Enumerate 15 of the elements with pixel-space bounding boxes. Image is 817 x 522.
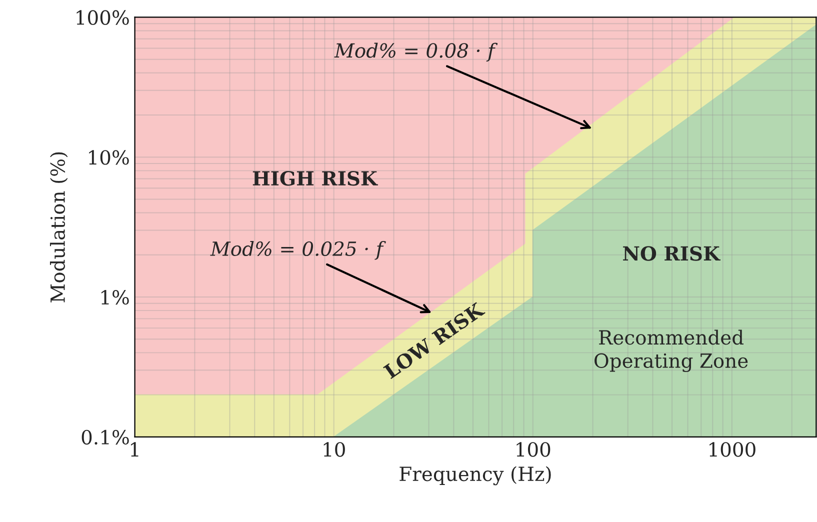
y-tick-label: 1% (101, 290, 129, 305)
annotation: NO RISK (623, 246, 720, 261)
y-tick-label: 10% (89, 150, 129, 165)
y-tick-label: 100% (76, 10, 129, 25)
x-tick-label: 1 (130, 442, 138, 457)
x-axis-title: Frequency (Hz) (400, 466, 551, 486)
y-tick-label: 0.1% (82, 430, 129, 445)
annotation: Mod% = 0.08 · f (334, 42, 498, 62)
annotation: Recommended Operating Zone (594, 330, 748, 372)
x-tick-label: 1000 (710, 442, 756, 457)
y-axis-title: Modulation (%) (50, 152, 68, 302)
band-label: HIGH RISK (252, 171, 378, 186)
annotation: Mod% = 0.025 · f (210, 240, 386, 260)
x-tick-label: 100 (516, 442, 550, 457)
x-tick-label: 10 (324, 442, 345, 457)
